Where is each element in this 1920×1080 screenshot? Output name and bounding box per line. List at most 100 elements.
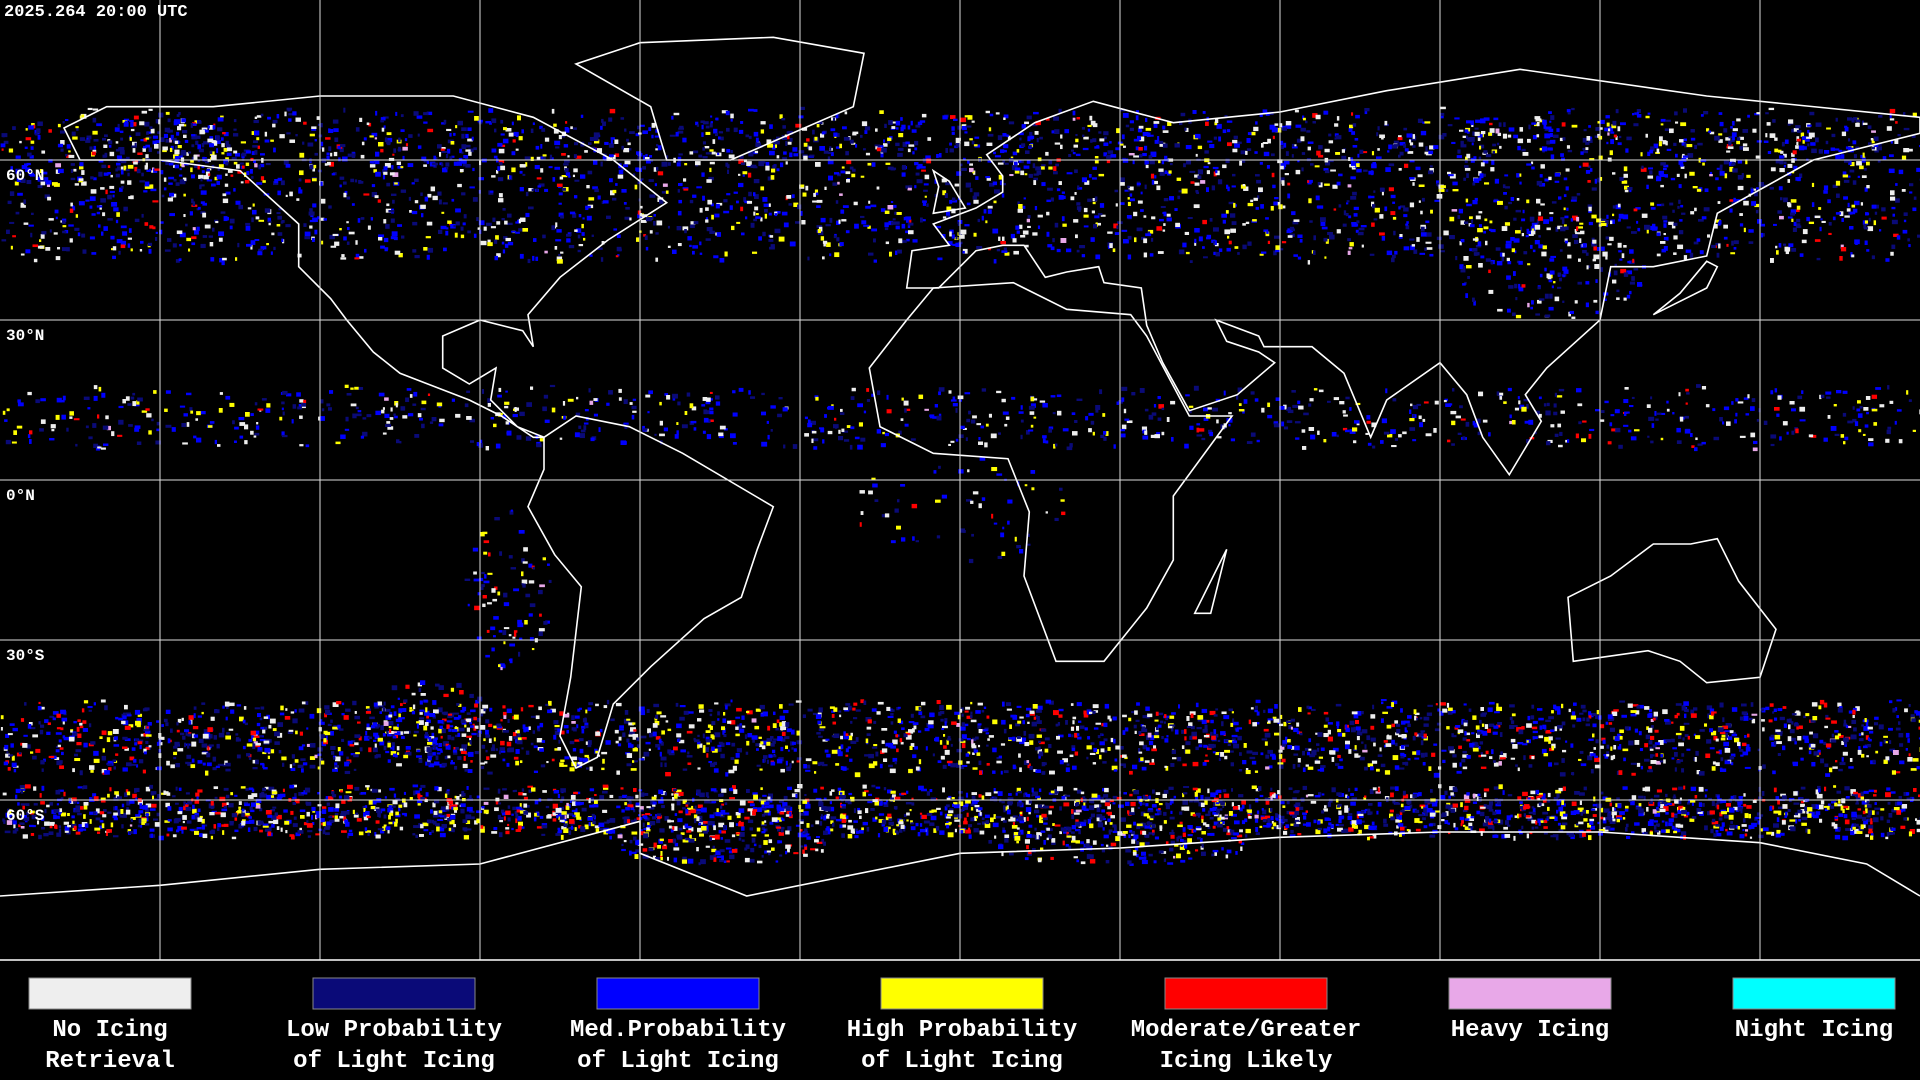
icing-pixel (312, 203, 317, 208)
icing-pixel (715, 395, 720, 400)
icing-pixel (461, 744, 468, 750)
icing-pixel (444, 814, 447, 819)
icing-pixel (947, 832, 954, 838)
icing-pixel (122, 767, 128, 772)
icing-pixel (892, 167, 897, 170)
icing-pixel (551, 758, 555, 762)
icing-pixel (62, 220, 66, 224)
icing-pixel (676, 226, 682, 231)
icing-pixel (782, 125, 786, 129)
icing-pixel (197, 159, 201, 163)
icing-pixel (240, 786, 246, 789)
icing-pixel (868, 753, 874, 759)
icing-pixel (260, 176, 265, 181)
icing-pixel (458, 727, 465, 732)
icing-pixel (370, 217, 373, 221)
icing-pixel (597, 195, 601, 200)
icing-pixel (740, 206, 744, 212)
icing-pixel (972, 767, 978, 770)
icing-pixel (357, 218, 361, 223)
icing-pixel (857, 807, 861, 812)
icing-pixel (506, 430, 512, 436)
icing-pixel (599, 795, 605, 801)
icing-pixel (368, 122, 372, 127)
icing-pixel (110, 822, 114, 828)
icing-pixel (250, 430, 254, 435)
icing-pixel (978, 807, 983, 811)
icing-pixel (270, 749, 275, 754)
icing-pixel (730, 150, 733, 154)
icing-pixel (751, 834, 757, 837)
icing-pixel (328, 815, 333, 819)
icing-pixel (395, 111, 398, 116)
icing-pixel (957, 714, 961, 720)
icing-pixel (447, 714, 453, 719)
icing-pixel (498, 750, 501, 755)
icing-pixel (970, 701, 973, 705)
icing-pixel (41, 231, 47, 235)
icing-pixel (92, 423, 97, 428)
icing-pixel (201, 818, 205, 824)
icing-pixel (908, 729, 914, 734)
icing-pixel (971, 743, 976, 748)
icing-pixel (796, 730, 801, 736)
icing-pixel (701, 132, 704, 137)
icing-pixel (760, 800, 766, 805)
icing-pixel (552, 803, 558, 809)
icing-pixel (679, 125, 684, 129)
icing-pixel (816, 225, 823, 228)
icing-pixel (487, 398, 491, 403)
icing-pixel (985, 220, 988, 224)
icing-pixel (258, 164, 261, 170)
icing-pixel (838, 819, 842, 822)
icing-pixel (825, 224, 831, 227)
icing-pixel (197, 789, 203, 793)
icing-pixel (134, 709, 141, 715)
icing-pixel (505, 810, 511, 815)
icing-pixel (38, 721, 41, 725)
icing-pixel (116, 155, 123, 159)
icing-pixel (986, 142, 993, 147)
icing-pixel (725, 162, 729, 167)
icing-pixel (186, 422, 190, 427)
icing-pixel (262, 729, 266, 734)
icing-pixel (87, 107, 93, 111)
icing-pixel (58, 825, 62, 829)
icing-pixel (992, 181, 998, 186)
icing-pixel (458, 703, 462, 707)
icing-pixel (727, 720, 732, 724)
icing-pixel (912, 728, 915, 733)
icing-pixel (519, 411, 525, 417)
icing-pixel (391, 231, 398, 237)
icing-pixel (564, 756, 570, 760)
icing-pixel (512, 732, 517, 737)
icing-pixel (447, 220, 452, 224)
icing-pixel (826, 826, 830, 829)
icing-pixel (145, 786, 151, 792)
icing-pixel (834, 172, 840, 175)
icing-pixel (424, 734, 429, 739)
icing-pixel (344, 770, 351, 775)
icing-pixel (463, 214, 467, 219)
icing-pixel (374, 735, 380, 739)
icing-pixel (61, 717, 68, 722)
icing-pixel (627, 742, 632, 746)
icing-pixel (194, 815, 199, 820)
icing-pixel (141, 213, 144, 218)
icing-pixel (947, 215, 951, 219)
icing-pixel (702, 397, 708, 401)
icing-pixel (330, 245, 337, 248)
icing-pixel (451, 398, 455, 402)
icing-pixel (497, 725, 502, 729)
icing-pixel (579, 757, 583, 762)
icing-pixel (110, 174, 113, 178)
icing-pixel (44, 808, 47, 814)
icing-pixel (695, 121, 699, 126)
icing-pixel (405, 397, 410, 403)
icing-pixel (250, 809, 255, 813)
icing-pixel (378, 234, 385, 238)
icing-pixel (662, 183, 668, 187)
icing-pixel (901, 172, 906, 177)
icing-pixel (1015, 225, 1020, 230)
icing-pixel (773, 711, 776, 716)
